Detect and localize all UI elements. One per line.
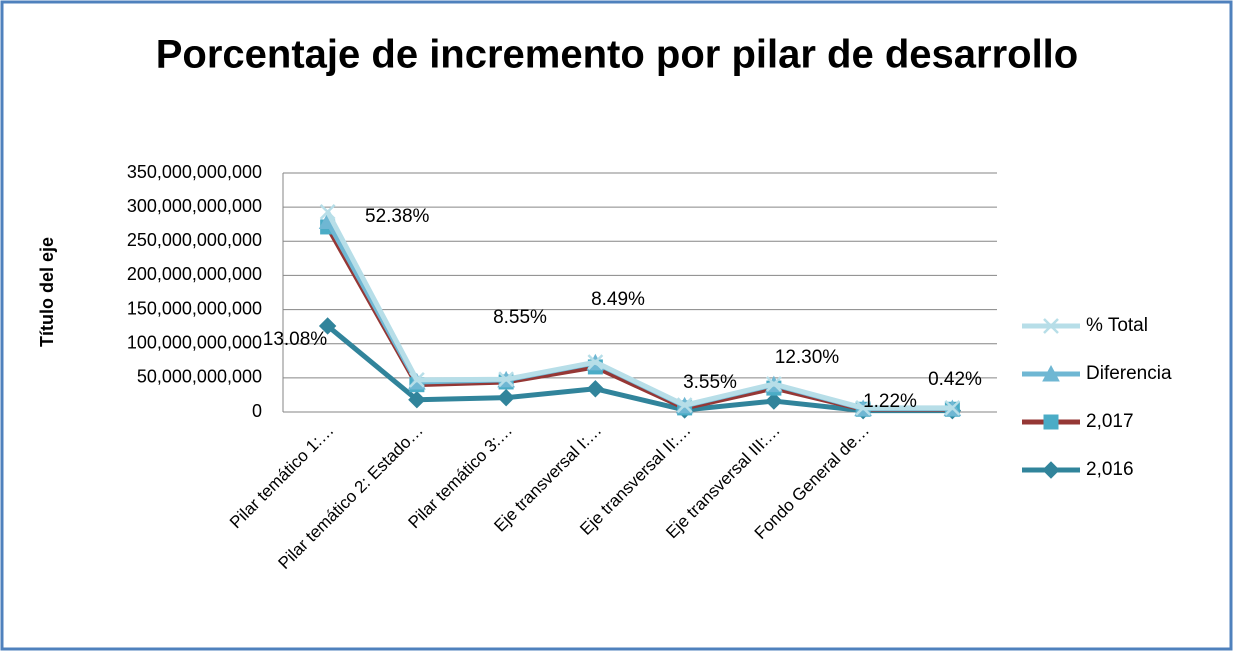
series-line	[325, 210, 953, 411]
marker	[587, 354, 604, 371]
marker	[1042, 461, 1060, 479]
legend-label: 2,016	[1086, 459, 1134, 480]
y-tick-label: 300,000,000,000	[127, 196, 262, 216]
data-annotation: 8.55%	[493, 307, 547, 328]
data-annotation: 52.38%	[365, 206, 430, 227]
data-annotation: 12.30%	[775, 347, 840, 368]
marker	[765, 376, 782, 392]
series-line	[326, 324, 953, 414]
data-annotation: 8.49%	[591, 289, 645, 310]
marker	[319, 204, 336, 220]
legend-label: 2,017	[1086, 411, 1134, 432]
marker	[944, 400, 961, 416]
marker	[1042, 364, 1060, 382]
legend-label: % Total	[1086, 315, 1148, 336]
y-tick-label: 50,000,000,000	[137, 367, 262, 387]
marker	[497, 388, 515, 407]
marker	[1043, 414, 1059, 430]
marker	[765, 392, 783, 410]
legend-label: Diferencia	[1086, 363, 1172, 384]
data-annotation: 0.42%	[928, 369, 982, 390]
data-annotation: 3.55%	[683, 372, 737, 393]
y-tick-label: 350,000,000,000	[127, 162, 262, 182]
marker	[676, 397, 693, 414]
marker	[586, 380, 605, 398]
chart-title: Porcentaje de incremento por pilar de de…	[156, 33, 1078, 77]
marker	[318, 317, 337, 335]
y-tick-label: 150,000,000,000	[127, 298, 262, 318]
data-annotation: 1.22%	[863, 391, 917, 412]
y-tick-label: 250,000,000,000	[127, 230, 262, 250]
y-axis-title: Título del eje	[37, 237, 57, 347]
y-tick-label: 100,000,000,000	[127, 332, 262, 352]
marker	[408, 372, 425, 388]
marker	[1043, 318, 1059, 334]
marker	[498, 371, 515, 388]
data-annotation: 13.08%	[263, 329, 328, 350]
y-tick-label: 0	[252, 401, 262, 421]
marker	[408, 391, 426, 409]
marker	[855, 400, 872, 416]
y-tick-label: 200,000,000,000	[127, 264, 262, 284]
